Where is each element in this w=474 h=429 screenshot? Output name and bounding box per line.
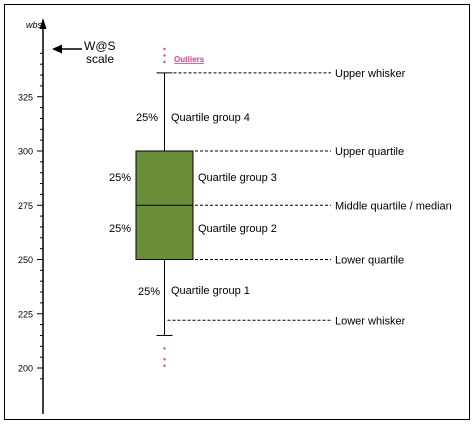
diagram-frame <box>4 4 470 420</box>
y-axis-unit-label: wbs <box>26 20 43 30</box>
reference-lines <box>167 72 331 321</box>
outlier-point <box>163 347 166 350</box>
label-quartile-group-4: Quartile group 4 <box>171 112 250 124</box>
scale-pointer-arrowhead <box>52 44 62 54</box>
scale-label-line2: scale <box>86 52 114 66</box>
label-quartile-group-1: Quartile group 1 <box>171 285 250 297</box>
label-quartile-group-3: Quartile group 3 <box>198 172 277 184</box>
label-pct-group-2: 25% <box>109 223 131 235</box>
label-upper-quartile: Upper quartile <box>335 146 404 158</box>
label-outliers: Outliers <box>174 55 205 64</box>
scale-label-line1: W@S <box>84 39 116 53</box>
outlier-points <box>163 47 166 368</box>
label-lower-quartile: Lower quartile <box>335 255 404 267</box>
label-median: Middle quartile / median <box>335 200 452 212</box>
outlier-point <box>163 47 166 51</box>
y-axis-tick-label: 250 <box>18 255 33 265</box>
outlier-point <box>163 54 166 57</box>
y-axis-tick-label: 275 <box>18 201 33 211</box>
boxplot <box>135 47 194 368</box>
y-axis-tick-label: 225 <box>18 309 33 319</box>
label-pct-group-4: 25% <box>136 112 158 124</box>
label-upper-whisker: Upper whisker <box>335 68 406 80</box>
y-axis-tick-label: 325 <box>18 92 33 102</box>
y-axis-tick-label: 300 <box>18 147 33 157</box>
outlier-point <box>163 364 166 368</box>
label-lower-whisker: Lower whisker <box>335 315 406 327</box>
outlier-point <box>163 60 166 64</box>
y-axis-ticks: 325 300 275 250 225 200 <box>18 52 43 380</box>
y-axis-arrowhead <box>39 18 47 29</box>
outlier-point <box>163 358 166 361</box>
y-axis-tick-label: 200 <box>18 364 33 374</box>
label-pct-group-1: 25% <box>138 286 160 298</box>
label-pct-group-3: 25% <box>109 172 131 184</box>
label-quartile-group-2: Quartile group 2 <box>198 223 277 235</box>
